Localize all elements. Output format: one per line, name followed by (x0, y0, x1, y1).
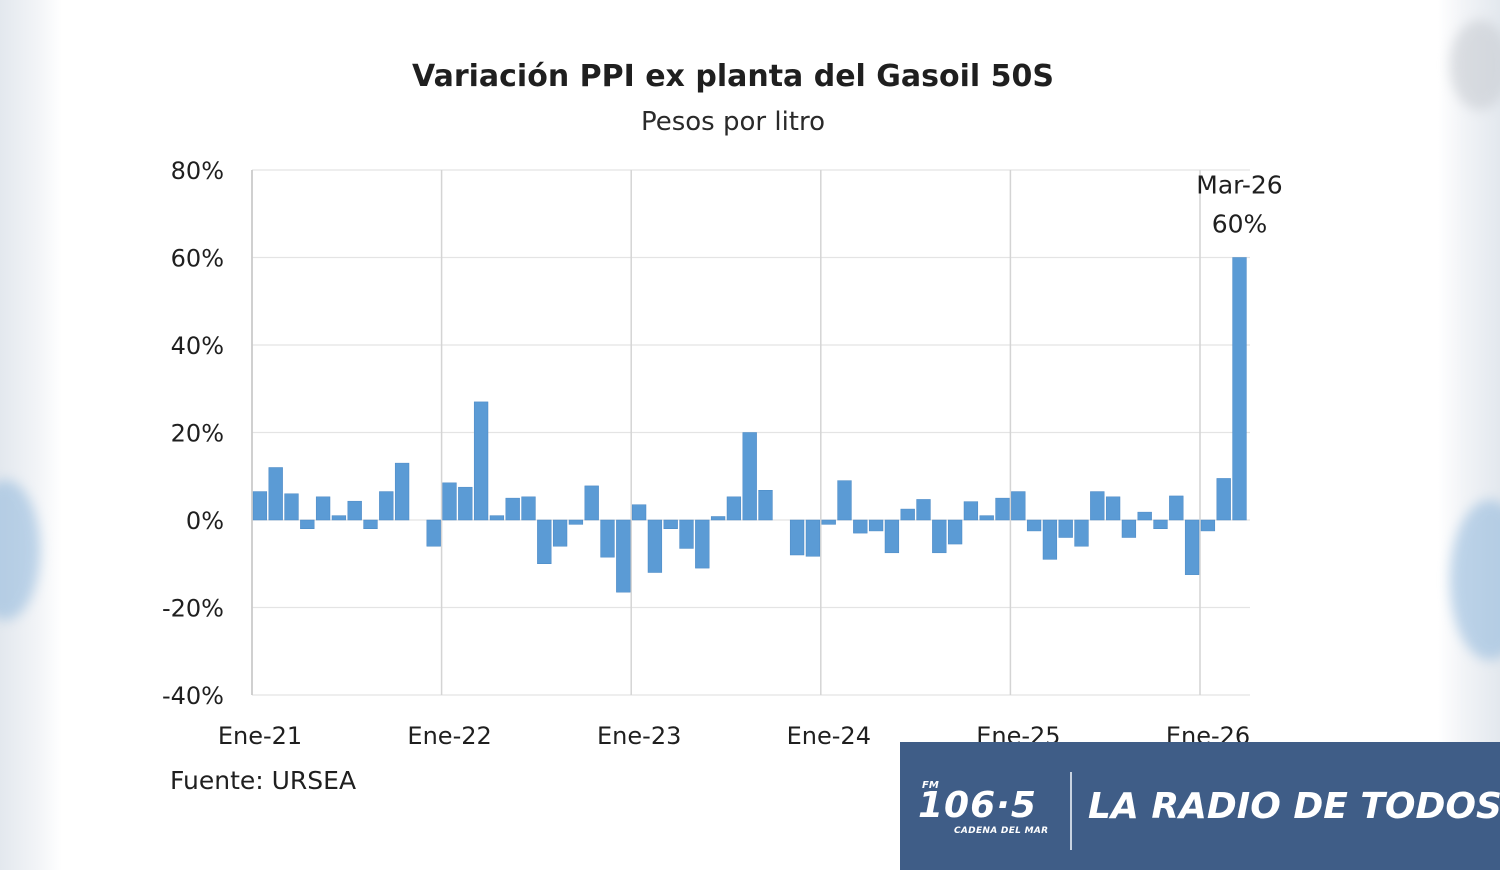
bar (837, 480, 852, 521)
bar (853, 519, 868, 534)
bar (742, 432, 757, 521)
bar (616, 519, 631, 593)
bar (1232, 257, 1247, 521)
banner-divider (1070, 772, 1072, 850)
bar (300, 519, 315, 529)
bar (789, 519, 805, 556)
bar (1011, 491, 1026, 521)
chart-title: Variación PPI ex planta del Gasoil 50S (412, 59, 1054, 94)
background-blur-top-right (1450, 20, 1500, 110)
bar (284, 493, 299, 521)
bar (1121, 519, 1137, 538)
bar (252, 491, 268, 521)
x-tick-label: Ene-21 (218, 722, 302, 750)
bar (979, 515, 994, 521)
bar (1058, 519, 1073, 538)
source-note: Fuente: URSEA (170, 766, 356, 795)
bar (710, 516, 726, 521)
bar (916, 499, 931, 521)
bar (1074, 519, 1089, 547)
bar (315, 496, 331, 521)
bar (758, 490, 773, 521)
annotation-label: Mar-26 (1196, 171, 1282, 200)
bar (631, 504, 647, 521)
logo-frequency: 106·5 (918, 785, 1037, 826)
bar (805, 519, 821, 557)
bar (1026, 519, 1042, 532)
bar (1042, 519, 1058, 560)
bar (932, 519, 947, 554)
background-right-edge (1438, 0, 1500, 870)
x-tick-label: Ene-23 (597, 722, 681, 750)
y-tick-label: -40% (162, 682, 224, 710)
bar (647, 519, 663, 573)
bar (568, 519, 584, 525)
bar (1184, 519, 1200, 575)
x-tick-label: Ene-24 (787, 722, 871, 750)
bar (695, 519, 710, 569)
bar (679, 519, 694, 549)
bar (442, 482, 457, 521)
bar (363, 519, 378, 529)
bar (600, 519, 615, 558)
y-tick-label: 0% (186, 507, 224, 535)
bar (1169, 495, 1184, 521)
bar (1153, 519, 1168, 529)
bar (379, 491, 394, 521)
bar (726, 496, 742, 521)
bar (521, 496, 536, 521)
background-left-edge (0, 0, 62, 870)
y-tick-label: 20% (171, 420, 224, 448)
bar (1090, 491, 1105, 521)
bar (884, 519, 900, 554)
bar (1216, 478, 1231, 521)
bar (947, 519, 963, 545)
bar (963, 501, 979, 521)
bar (1105, 496, 1121, 521)
radio-banner: FM 106·5 CADENA DEL MAR LA RADIO DE TODO… (900, 742, 1500, 870)
logo-fm-label: FM (922, 780, 939, 791)
bar (331, 515, 347, 521)
bar (394, 462, 410, 521)
annotation-value: 60% (1212, 210, 1268, 239)
banner-tagline: LA RADIO DE TODOS (1088, 786, 1500, 827)
y-tick-label: 80% (171, 157, 224, 185)
bar (900, 508, 915, 521)
y-tick-label: 60% (171, 245, 224, 273)
bar (347, 500, 362, 521)
bar (663, 519, 678, 529)
bar (1137, 511, 1152, 521)
y-tick-label: 40% (171, 332, 224, 360)
radio-logo: FM 106·5 CADENA DEL MAR (918, 780, 1058, 840)
chart-subtitle: Pesos por litro (641, 107, 825, 137)
bar (426, 519, 441, 547)
bar (821, 519, 836, 525)
bar (1200, 519, 1216, 532)
bar (537, 519, 552, 564)
bar (489, 515, 505, 521)
bar (868, 519, 884, 532)
bar (458, 486, 473, 521)
x-tick-label: Ene-22 (407, 722, 491, 750)
bar (268, 467, 283, 521)
bar (995, 497, 1010, 521)
logo-subtitle: CADENA DEL MAR (954, 826, 1049, 836)
bar (552, 519, 568, 547)
y-tick-label: -20% (162, 595, 224, 623)
bar (505, 497, 520, 521)
bar (584, 485, 599, 521)
bar (473, 401, 489, 521)
